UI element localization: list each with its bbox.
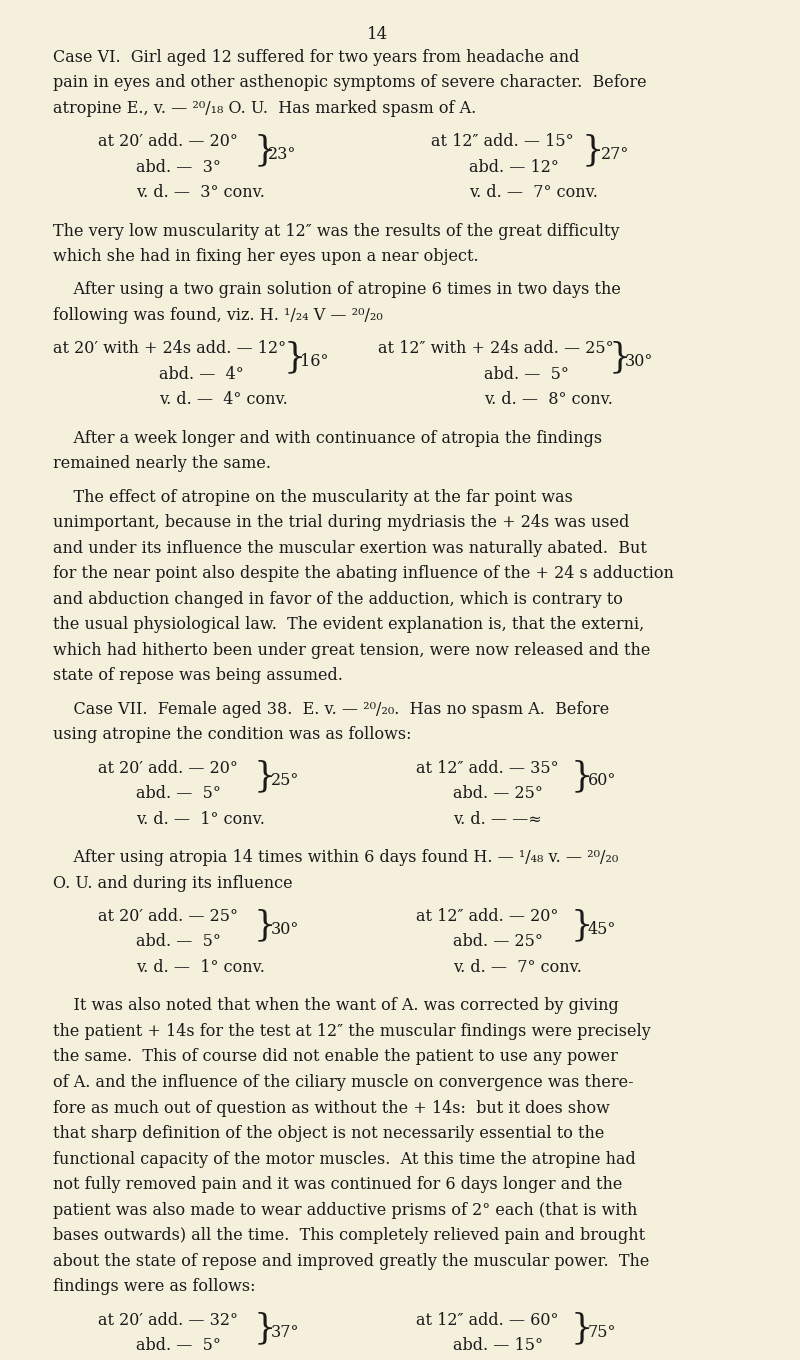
Text: at 20′ add. — 20°: at 20′ add. — 20° xyxy=(98,759,238,777)
Text: }: } xyxy=(608,340,630,374)
Text: abd. —  5°: abd. — 5° xyxy=(136,1337,221,1355)
Text: at 12″ add. — 20°: at 12″ add. — 20° xyxy=(416,907,558,925)
Text: abd. —  5°: abd. — 5° xyxy=(136,785,221,802)
Text: functional capacity of the motor muscles.  At this time the atropine had: functional capacity of the motor muscles… xyxy=(53,1151,636,1168)
Text: at 12″ add. — 60°: at 12″ add. — 60° xyxy=(416,1311,558,1329)
Text: 25°: 25° xyxy=(270,772,299,789)
Text: of A. and the influence of the ciliary muscle on convergence was there-: of A. and the influence of the ciliary m… xyxy=(53,1074,634,1091)
Text: v. d. —  1° conv.: v. d. — 1° conv. xyxy=(136,959,265,976)
Text: v. d. —  7° conv.: v. d. — 7° conv. xyxy=(469,185,598,201)
Text: remained nearly the same.: remained nearly the same. xyxy=(53,456,271,472)
Text: }: } xyxy=(253,759,275,793)
Text: abd. — 15°: abd. — 15° xyxy=(454,1337,543,1355)
Text: After using atropia 14 times within 6 days found H. — ¹/₄₈ v. — ²⁰/₂₀: After using atropia 14 times within 6 da… xyxy=(53,849,618,866)
Text: }: } xyxy=(570,759,593,793)
Text: It was also noted that when the want of A. was corrected by giving: It was also noted that when the want of … xyxy=(53,997,618,1015)
Text: 14: 14 xyxy=(367,26,389,42)
Text: at 12″ add. — 35°: at 12″ add. — 35° xyxy=(416,759,558,777)
Text: following was found, viz. H. ¹/₂₄ V — ²⁰/₂₀: following was found, viz. H. ¹/₂₄ V — ²⁰… xyxy=(53,307,382,324)
Text: that sharp definition of the object is not necessarily essential to the: that sharp definition of the object is n… xyxy=(53,1125,604,1142)
Text: The effect of atropine on the muscularity at the far point was: The effect of atropine on the muscularit… xyxy=(53,488,573,506)
Text: at 20′ add. — 32°: at 20′ add. — 32° xyxy=(98,1311,238,1329)
Text: }: } xyxy=(253,907,275,941)
Text: not fully removed pain and it was continued for 6 days longer and the: not fully removed pain and it was contin… xyxy=(53,1176,622,1193)
Text: abd. — 25°: abd. — 25° xyxy=(454,933,543,951)
Text: Case VII.  Female aged 38.  E. v. — ²⁰/₂₀.  Has no spasm A.  Before: Case VII. Female aged 38. E. v. — ²⁰/₂₀.… xyxy=(53,700,609,718)
Text: 30°: 30° xyxy=(270,921,299,937)
Text: abd. —  3°: abd. — 3° xyxy=(136,159,221,175)
Text: v. d. —  1° conv.: v. d. — 1° conv. xyxy=(136,811,265,828)
Text: abd. —  5°: abd. — 5° xyxy=(484,366,569,382)
Text: which had hitherto been under great tension, were now released and the: which had hitherto been under great tens… xyxy=(53,642,650,658)
Text: 60°: 60° xyxy=(588,772,616,789)
Text: abd. —  4°: abd. — 4° xyxy=(158,366,243,382)
Text: at 12″ add. — 15°: at 12″ add. — 15° xyxy=(430,133,574,150)
Text: the patient + 14s for the test at 12″ the muscular findings were precisely: the patient + 14s for the test at 12″ th… xyxy=(53,1023,650,1040)
Text: state of repose was being assumed.: state of repose was being assumed. xyxy=(53,668,342,684)
Text: atropine E., v. — ²⁰/₁₈ O. U.  Has marked spasm of A.: atropine E., v. — ²⁰/₁₈ O. U. Has marked… xyxy=(53,99,476,117)
Text: the same.  This of course did not enable the patient to use any power: the same. This of course did not enable … xyxy=(53,1049,618,1065)
Text: patient was also made to wear adductive prisms of 2° each (that is with: patient was also made to wear adductive … xyxy=(53,1202,638,1219)
Text: abd. — 25°: abd. — 25° xyxy=(454,785,543,802)
Text: }: } xyxy=(253,1311,275,1345)
Text: 37°: 37° xyxy=(270,1325,299,1341)
Text: }: } xyxy=(570,907,593,941)
Text: 16°: 16° xyxy=(300,354,329,370)
Text: The very low muscularity at 12″ was the results of the great difficulty: The very low muscularity at 12″ was the … xyxy=(53,223,619,239)
Text: v. d. —  7° conv.: v. d. — 7° conv. xyxy=(454,959,582,976)
Text: }: } xyxy=(283,340,306,374)
Text: for the near point also despite the abating influence of the + 24 s adduction: for the near point also despite the abat… xyxy=(53,566,674,582)
Text: at 20′ with + 24s add. — 12°: at 20′ with + 24s add. — 12° xyxy=(53,340,286,358)
Text: 27°: 27° xyxy=(601,146,629,163)
Text: which she had in fixing her eyes upon a near object.: which she had in fixing her eyes upon a … xyxy=(53,249,478,265)
Text: }: } xyxy=(253,133,275,167)
Text: After using a two grain solution of atropine 6 times in two days the: After using a two grain solution of atro… xyxy=(53,282,621,298)
Text: at 20′ add. — 20°: at 20′ add. — 20° xyxy=(98,133,238,150)
Text: }: } xyxy=(570,1311,593,1345)
Text: }: } xyxy=(582,133,604,167)
Text: After a week longer and with continuance of atropia the findings: After a week longer and with continuance… xyxy=(53,430,602,446)
Text: about the state of repose and improved greatly the muscular power.  The: about the state of repose and improved g… xyxy=(53,1253,650,1270)
Text: abd. — 12°: abd. — 12° xyxy=(469,159,558,175)
Text: 75°: 75° xyxy=(588,1325,617,1341)
Text: 30°: 30° xyxy=(625,354,654,370)
Text: v. d. — —≈: v. d. — —≈ xyxy=(454,811,542,828)
Text: bases outwards) all the time.  This completely relieved pain and brought: bases outwards) all the time. This compl… xyxy=(53,1227,645,1244)
Text: Case VI.  Girl aged 12 suffered for two years from headache and: Case VI. Girl aged 12 suffered for two y… xyxy=(53,49,579,65)
Text: using atropine the condition was as follows:: using atropine the condition was as foll… xyxy=(53,726,411,744)
Text: v. d. —  3° conv.: v. d. — 3° conv. xyxy=(136,185,265,201)
Text: pain in eyes and other asthenopic symptoms of severe character.  Before: pain in eyes and other asthenopic sympto… xyxy=(53,75,646,91)
Text: findings were as follows:: findings were as follows: xyxy=(53,1278,255,1296)
Text: fore as much out of question as without the + 14s:  but it does show: fore as much out of question as without … xyxy=(53,1099,610,1117)
Text: O. U. and during its influence: O. U. and during its influence xyxy=(53,874,293,892)
Text: v. d. —  8° conv.: v. d. — 8° conv. xyxy=(484,392,613,408)
Text: and abduction changed in favor of the adduction, which is contrary to: and abduction changed in favor of the ad… xyxy=(53,590,622,608)
Text: the usual physiological law.  The evident explanation is, that the externi,: the usual physiological law. The evident… xyxy=(53,616,644,634)
Text: at 12″ with + 24s add. — 25°: at 12″ with + 24s add. — 25° xyxy=(378,340,614,358)
Text: at 20′ add. — 25°: at 20′ add. — 25° xyxy=(98,907,238,925)
Text: 23°: 23° xyxy=(268,146,297,163)
Text: unimportant, because in the trial during mydriasis the + 24s was used: unimportant, because in the trial during… xyxy=(53,514,630,532)
Text: v. d. —  4° conv.: v. d. — 4° conv. xyxy=(158,392,287,408)
Text: 45°: 45° xyxy=(588,921,616,937)
Text: abd. —  5°: abd. — 5° xyxy=(136,933,221,951)
Text: and under its influence the muscular exertion was naturally abated.  But: and under its influence the muscular exe… xyxy=(53,540,646,556)
